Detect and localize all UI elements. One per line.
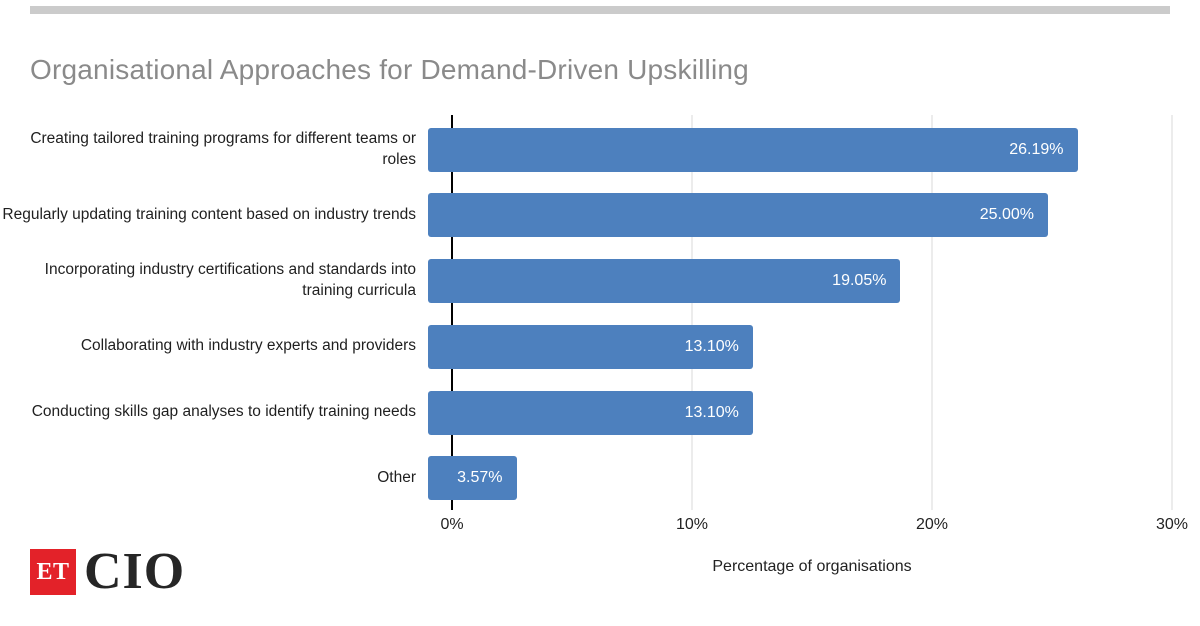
x-tick-label: 20% — [915, 516, 949, 533]
x-tick-label: 0% — [440, 516, 464, 533]
bar: 25.00% — [428, 193, 1048, 238]
et-logo-text: ET — [36, 558, 70, 585]
bar: 26.19% — [428, 127, 1078, 172]
category-label: Other — [377, 469, 416, 487]
et-logo-red-box: ET — [30, 549, 76, 595]
bar-track: 26.19% — [428, 127, 1172, 172]
bar-track: 3.57% — [428, 456, 1172, 501]
bar-row: Other 3.57% — [0, 447, 1172, 510]
bar-value-label: 13.10% — [684, 403, 739, 421]
bar-value-label: 26.19% — [1009, 140, 1064, 158]
bar: 13.10% — [428, 324, 753, 369]
gridline — [691, 115, 693, 510]
y-axis-line — [451, 115, 453, 510]
bar: 3.57% — [428, 456, 517, 501]
x-axis-ticks: 0% 10% 20% 30% — [440, 516, 1188, 538]
category-label: Incorporating industry certifications an… — [44, 261, 416, 300]
bar-track: 13.10% — [428, 324, 1172, 369]
bar-row: Conducting skills gap analyses to identi… — [0, 381, 1172, 444]
category-label: Regularly updating training content base… — [2, 205, 416, 223]
category-label: Creating tailored training programs for … — [30, 129, 416, 168]
bar: 19.05% — [428, 259, 901, 304]
bar: 13.10% — [428, 390, 753, 435]
bar-row: Regularly updating training content base… — [0, 184, 1172, 247]
etcio-logo: ET CIO — [30, 546, 185, 598]
x-tick-label: 30% — [1155, 516, 1189, 533]
bar-row: Incorporating industry certifications an… — [0, 250, 1172, 313]
gridline — [1171, 115, 1173, 510]
bar-value-label: 13.10% — [684, 337, 739, 355]
plot-background — [451, 115, 1173, 510]
category-label: Conducting skills gap analyses to identi… — [31, 403, 416, 421]
bar-value-label: 19.05% — [832, 272, 887, 290]
bar-value-label: 3.57% — [457, 469, 503, 487]
bar-track: 19.05% — [428, 259, 1172, 304]
category-label: Collaborating with industry experts and … — [80, 337, 416, 355]
chart-area: Creating tailored training programs for … — [0, 112, 1200, 575]
bar-track: 13.10% — [428, 390, 1172, 435]
bar-value-label: 25.00% — [979, 206, 1034, 224]
bar-track: 25.00% — [428, 193, 1172, 238]
gridline — [931, 115, 933, 510]
bar-rows-container: Creating tailored training programs for … — [0, 112, 1172, 510]
bar-row: Creating tailored training programs for … — [0, 118, 1172, 181]
x-axis-title: Percentage of organisations — [712, 558, 912, 575]
x-tick-label: 10% — [675, 516, 709, 533]
cio-logo-text: CIO — [84, 543, 186, 600]
bar-row: Collaborating with industry experts and … — [0, 315, 1172, 378]
top-decorative-strip — [30, 6, 1170, 14]
chart-title: Organisational Approaches for Demand-Dri… — [30, 54, 749, 85]
